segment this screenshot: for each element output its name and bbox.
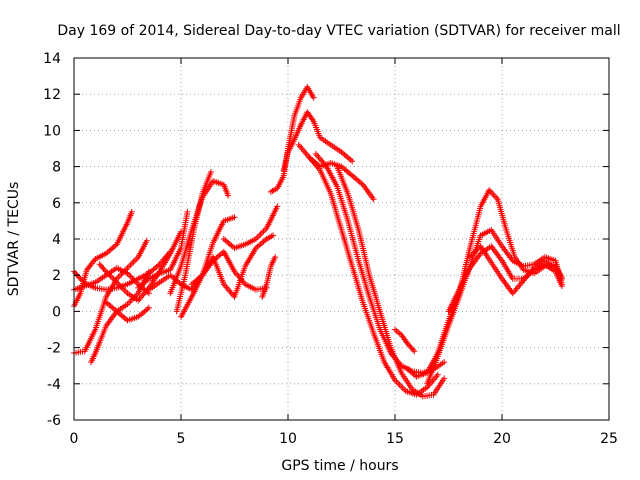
series-trace-v xyxy=(392,326,418,355)
series-trace-g xyxy=(96,228,184,304)
series-markers xyxy=(71,208,135,309)
series-markers xyxy=(173,169,214,315)
y-tick-label: 8 xyxy=(52,160,61,176)
series-markers xyxy=(466,243,565,297)
x-tick-label: 0 xyxy=(70,431,79,447)
y-tick-label: 6 xyxy=(52,196,61,212)
x-tick-label: 15 xyxy=(386,431,404,447)
series-markers xyxy=(188,232,276,300)
series-trace-s xyxy=(312,150,448,376)
series-trace-k xyxy=(173,169,214,315)
series-markers xyxy=(392,326,418,355)
series-markers xyxy=(259,254,279,300)
grid-lines xyxy=(74,58,609,420)
series-trace-n xyxy=(220,203,281,252)
series-markers xyxy=(306,154,441,398)
x-tick-label: 10 xyxy=(279,431,297,447)
y-tick-label: -4 xyxy=(47,377,61,393)
series-trace-u xyxy=(334,163,448,400)
y-tick-label: 14 xyxy=(43,51,61,67)
axis-ticks xyxy=(73,57,610,421)
y-tick-label: 12 xyxy=(43,87,61,103)
y-tick-label: 2 xyxy=(52,268,61,284)
y-axis-label: SDTVAR / TECUs xyxy=(6,182,22,297)
x-axis-label: GPS time / hours xyxy=(281,458,398,474)
series-trace-m xyxy=(188,232,276,300)
x-tick-label: 25 xyxy=(600,431,618,447)
y-tick-label: 10 xyxy=(43,123,61,139)
series-trace-w xyxy=(404,187,565,380)
series-markers xyxy=(334,163,448,400)
chart-title: Day 169 of 2014, Sidereal Day-to-day VTE… xyxy=(57,23,620,39)
series-trace-a xyxy=(71,208,135,309)
series-markers xyxy=(103,299,152,324)
series-markers xyxy=(96,228,184,304)
series-trace-e xyxy=(103,299,152,324)
x-tick-label: 20 xyxy=(493,431,511,447)
y-tick-label: 4 xyxy=(52,232,61,248)
x-tick-label: 5 xyxy=(177,431,186,447)
y-tick-labels: -6 -4 -2 0 2 4 6 8 10 12 14 xyxy=(43,51,61,429)
series-markers xyxy=(135,208,191,291)
x-tick-labels: 0 5 10 15 20 25 xyxy=(70,431,618,447)
series-trace-z xyxy=(466,243,565,297)
series-markers xyxy=(404,187,565,380)
series-trace-q xyxy=(280,109,356,174)
series-trace-h xyxy=(135,208,191,291)
data-series xyxy=(71,84,565,400)
series-markers xyxy=(220,203,281,252)
y-tick-label: -6 xyxy=(47,413,61,429)
series-markers xyxy=(280,109,356,174)
series-trace-t xyxy=(306,154,441,398)
series-trace-o xyxy=(259,254,279,300)
y-tick-label: -2 xyxy=(47,341,61,357)
series-markers xyxy=(312,150,448,376)
y-tick-label: 0 xyxy=(52,304,61,320)
